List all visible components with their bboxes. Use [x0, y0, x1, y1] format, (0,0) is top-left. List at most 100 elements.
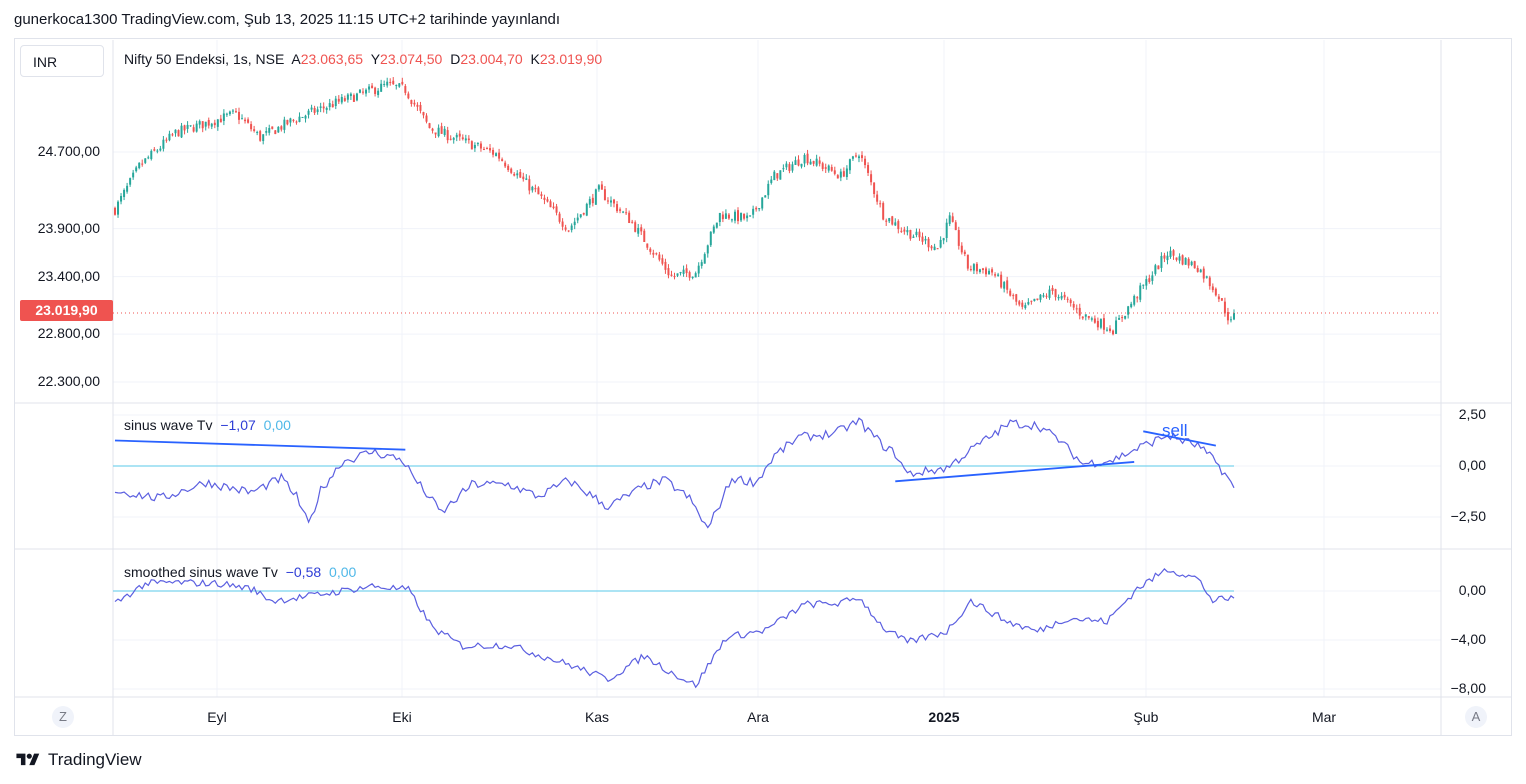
- candle-body: [201, 121, 204, 129]
- candle-body: [416, 104, 419, 107]
- low-value: 23.004,70: [460, 51, 523, 67]
- sinus-legend: sinus wave Tv −1,07 0,00: [124, 417, 295, 433]
- candle-body: [812, 161, 815, 164]
- candle-body: [304, 115, 307, 119]
- candle-body: [174, 129, 177, 134]
- candle-body: [377, 90, 380, 96]
- price-pane: [113, 77, 1441, 336]
- candle-body: [715, 222, 718, 228]
- candle-body: [854, 155, 857, 157]
- candle-body: [909, 229, 912, 239]
- candle-body: [507, 165, 510, 170]
- candle-body: [210, 123, 213, 127]
- candle-body: [782, 168, 785, 170]
- candle-body: [888, 218, 891, 222]
- candle-body: [613, 199, 616, 204]
- smoothed-zero-value: 0,00: [329, 564, 357, 580]
- candle-body: [1118, 318, 1121, 320]
- candle-body: [1199, 269, 1202, 273]
- open-value: 23.063,65: [300, 51, 364, 67]
- candle-body: [1193, 261, 1196, 269]
- candle-body: [401, 81, 404, 85]
- candle-body: [328, 103, 331, 108]
- candle-body: [138, 162, 141, 169]
- time-axis-tick: Kas: [584, 709, 610, 725]
- candle-body: [1136, 297, 1139, 299]
- candle-body: [259, 131, 262, 141]
- candle-body: [848, 159, 851, 171]
- candle-body: [165, 139, 168, 141]
- candle-body: [410, 100, 413, 104]
- candle-body: [658, 254, 661, 260]
- candle-body: [836, 175, 839, 179]
- candle-body: [504, 162, 507, 167]
- time-axis-tick: Şub: [1133, 709, 1159, 725]
- candle-body: [492, 150, 495, 155]
- candle-body: [652, 252, 655, 255]
- candle-body: [1102, 318, 1105, 330]
- candle-body: [319, 106, 322, 108]
- candle-body: [851, 156, 854, 159]
- candle-body: [307, 110, 310, 115]
- time-axis-tick: Eki: [392, 709, 412, 725]
- candle-body: [144, 158, 147, 163]
- candle-body: [1045, 295, 1048, 297]
- candle-body: [295, 121, 298, 123]
- candle-body: [697, 265, 700, 274]
- trend-line: [114, 439, 406, 451]
- candle-body: [180, 125, 183, 138]
- candle-body: [625, 212, 628, 214]
- candle-body: [1018, 301, 1021, 305]
- candle-body: [606, 200, 609, 202]
- candle-body: [171, 134, 174, 136]
- candle-body: [340, 96, 343, 103]
- candle-body: [972, 264, 975, 271]
- candle-body: [437, 127, 440, 137]
- candle-body: [975, 263, 978, 272]
- currency-button[interactable]: INR: [20, 45, 104, 77]
- candle-body: [930, 246, 933, 249]
- candle-body: [800, 163, 803, 167]
- candle-body: [1066, 298, 1069, 300]
- price-axis-tick: 23.900,00: [37, 219, 100, 236]
- price-axis-tick: 22.800,00: [37, 325, 100, 342]
- candle-body: [473, 144, 476, 149]
- candle-body: [988, 270, 991, 275]
- candle-body: [431, 128, 434, 131]
- candle-body: [540, 194, 543, 197]
- candle-body: [1099, 319, 1102, 328]
- candle-body: [543, 197, 546, 200]
- candle-body: [1084, 314, 1087, 317]
- candle-body: [833, 170, 836, 174]
- candle-body: [458, 133, 461, 137]
- candle-body: [894, 222, 897, 226]
- candle-body: [845, 168, 848, 178]
- candle-body: [1130, 303, 1133, 308]
- candle-body: [1021, 302, 1024, 307]
- candle-body: [150, 150, 153, 160]
- smoothed-sinus-wave-pane: [113, 568, 1235, 689]
- candle-body: [1006, 280, 1009, 290]
- candle-body: [879, 203, 882, 205]
- time-axis-tick: 2025: [928, 709, 960, 725]
- candle-body: [461, 137, 464, 140]
- open-label: A: [291, 51, 301, 67]
- footer-brand[interactable]: TradingView: [14, 750, 142, 770]
- candle-body: [867, 165, 870, 173]
- candle-body: [676, 273, 679, 276]
- candle-body: [1072, 303, 1075, 308]
- candle-body: [153, 149, 156, 151]
- candle-body: [969, 269, 972, 271]
- candle-body: [724, 213, 727, 219]
- candle-body: [1139, 285, 1142, 300]
- zoom-z-button[interactable]: Z: [52, 706, 74, 728]
- candle-body: [371, 85, 374, 89]
- candle-body: [830, 167, 833, 171]
- candle-body: [392, 80, 395, 85]
- auto-scale-button[interactable]: A: [1465, 706, 1487, 728]
- candle-body: [398, 83, 401, 87]
- candle-body: [597, 185, 600, 190]
- candle-body: [522, 176, 525, 180]
- grid: [113, 40, 1441, 697]
